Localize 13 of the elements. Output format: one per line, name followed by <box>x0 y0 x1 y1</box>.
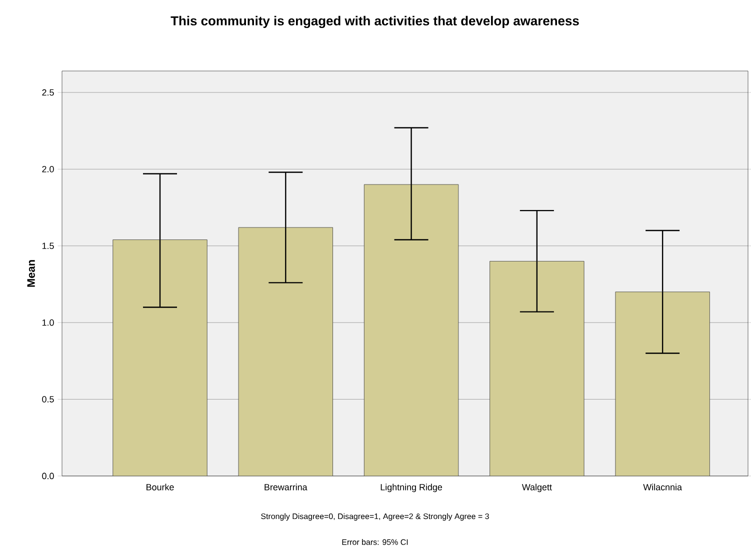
y-tick-label: 1.5 <box>42 242 54 250</box>
x-tick-label: Lightning Ridge <box>380 484 442 492</box>
x-tick-label: Wilacnnia <box>643 484 682 490</box>
y-tick-label: 1.0 <box>42 319 54 326</box>
y-tick-label: 0.5 <box>42 396 54 402</box>
y-tick-label: 0.0 <box>42 472 54 480</box>
y-tick-label: 2.5 <box>42 89 54 96</box>
y-tick-label: 2.0 <box>42 166 54 172</box>
x-tick-label: Bourke <box>146 484 174 490</box>
x-tick-label: Walgett <box>522 484 552 492</box>
y-axis-title: Mean <box>27 260 35 287</box>
chart-title: This community is engaged with activities that develop awareness <box>170 16 579 28</box>
x-tick-label: Brewarrina <box>264 484 308 490</box>
